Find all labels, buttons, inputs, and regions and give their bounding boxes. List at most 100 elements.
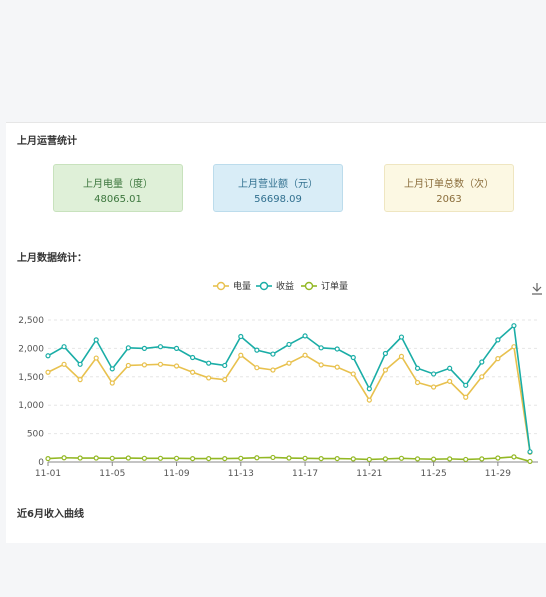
data-point[interactable] [61,361,67,367]
legend-marker [216,281,226,291]
data-point[interactable] [45,455,51,462]
data-point[interactable] [334,455,340,462]
data-point[interactable] [527,449,533,455]
data-point[interactable] [206,360,212,366]
data-point[interactable] [398,455,405,461]
data-point[interactable] [157,344,164,350]
data-point[interactable] [206,455,212,462]
data-point[interactable] [93,337,99,343]
data-point[interactable] [286,360,292,366]
data-point[interactable] [286,341,292,348]
data-point[interactable] [527,458,533,465]
data-point[interactable] [318,455,324,462]
data-point[interactable] [447,365,453,371]
data-point[interactable] [141,455,147,461]
data-point[interactable] [511,454,517,460]
data-point[interactable] [109,380,115,386]
data-point[interactable] [479,456,485,462]
data-point[interactable] [125,455,131,461]
data-point[interactable] [479,359,485,365]
data-point[interactable] [382,456,388,462]
data-point[interactable] [447,456,453,462]
data-point[interactable] [190,455,196,462]
data-point[interactable] [77,361,83,367]
data-point[interactable] [173,455,180,461]
data-point[interactable] [173,345,180,351]
data-point[interactable] [125,362,131,369]
data-point[interactable] [334,346,340,352]
data-point[interactable] [286,455,292,461]
data-point[interactable] [350,456,356,462]
data-point[interactable] [141,345,147,351]
y-tick-label: 2,000 [18,344,44,354]
data-point[interactable] [77,455,83,461]
data-point[interactable] [302,352,308,358]
data-point[interactable] [190,354,196,361]
data-point[interactable] [141,362,147,368]
data-point[interactable] [431,456,437,462]
data-point[interactable] [222,362,228,369]
data-point[interactable] [366,386,372,392]
data-point[interactable] [431,384,437,390]
data-point[interactable] [382,350,388,357]
data-point[interactable] [238,333,244,340]
legend-item[interactable]: 收益 [256,280,294,292]
data-point[interactable] [511,323,517,329]
data-point[interactable] [495,455,501,461]
data-point[interactable] [382,367,388,373]
data-point[interactable] [45,353,51,359]
data-point[interactable] [157,455,164,461]
data-point[interactable] [125,345,131,351]
data-point[interactable] [61,455,67,461]
data-point[interactable] [302,333,308,339]
data-point[interactable] [270,351,276,357]
data-point[interactable] [414,456,421,462]
data-point[interactable] [254,365,260,371]
data-point[interactable] [157,361,164,367]
data-point[interactable] [302,455,308,461]
data-point[interactable] [109,366,115,372]
data-point[interactable] [366,397,372,403]
data-point[interactable] [61,344,67,350]
data-point[interactable] [190,369,196,375]
legend-item[interactable]: 订单量 [301,280,348,292]
data-point[interactable] [350,371,356,377]
data-point[interactable] [238,455,244,461]
data-point[interactable] [495,337,501,343]
data-point[interactable] [414,365,421,371]
revenue-card: 上月营业额（元） 56698.09 [213,164,343,212]
data-point[interactable] [222,455,228,462]
data-point[interactable] [270,367,276,373]
data-point[interactable] [398,334,405,340]
data-point[interactable] [463,382,469,388]
download-icon[interactable] [532,283,542,295]
data-point[interactable] [77,377,83,383]
data-point[interactable] [93,355,99,361]
data-point[interactable] [495,356,501,362]
data-point[interactable] [254,347,260,353]
data-point[interactable] [350,354,356,361]
data-point[interactable] [366,456,372,463]
data-point[interactable] [173,363,180,369]
data-point[interactable] [318,362,324,368]
data-point[interactable] [511,344,517,350]
data-point[interactable] [109,455,115,461]
data-point[interactable] [334,364,340,370]
data-point[interactable] [206,375,212,381]
data-point[interactable] [254,455,260,461]
data-point[interactable] [270,454,276,461]
data-point[interactable] [463,394,469,400]
data-point[interactable] [447,378,453,384]
chart-legend[interactable]: 电量 收益 订单量 [213,280,348,292]
data-point[interactable] [93,455,99,461]
data-point[interactable] [398,353,405,359]
data-point[interactable] [414,379,421,386]
data-point[interactable] [238,352,244,358]
data-point[interactable] [45,369,51,375]
data-point[interactable] [463,456,469,463]
data-point[interactable] [431,371,437,377]
data-point[interactable] [318,345,324,351]
legend-item[interactable]: 电量 [213,280,251,292]
data-point[interactable] [222,377,228,383]
data-point[interactable] [479,374,485,380]
